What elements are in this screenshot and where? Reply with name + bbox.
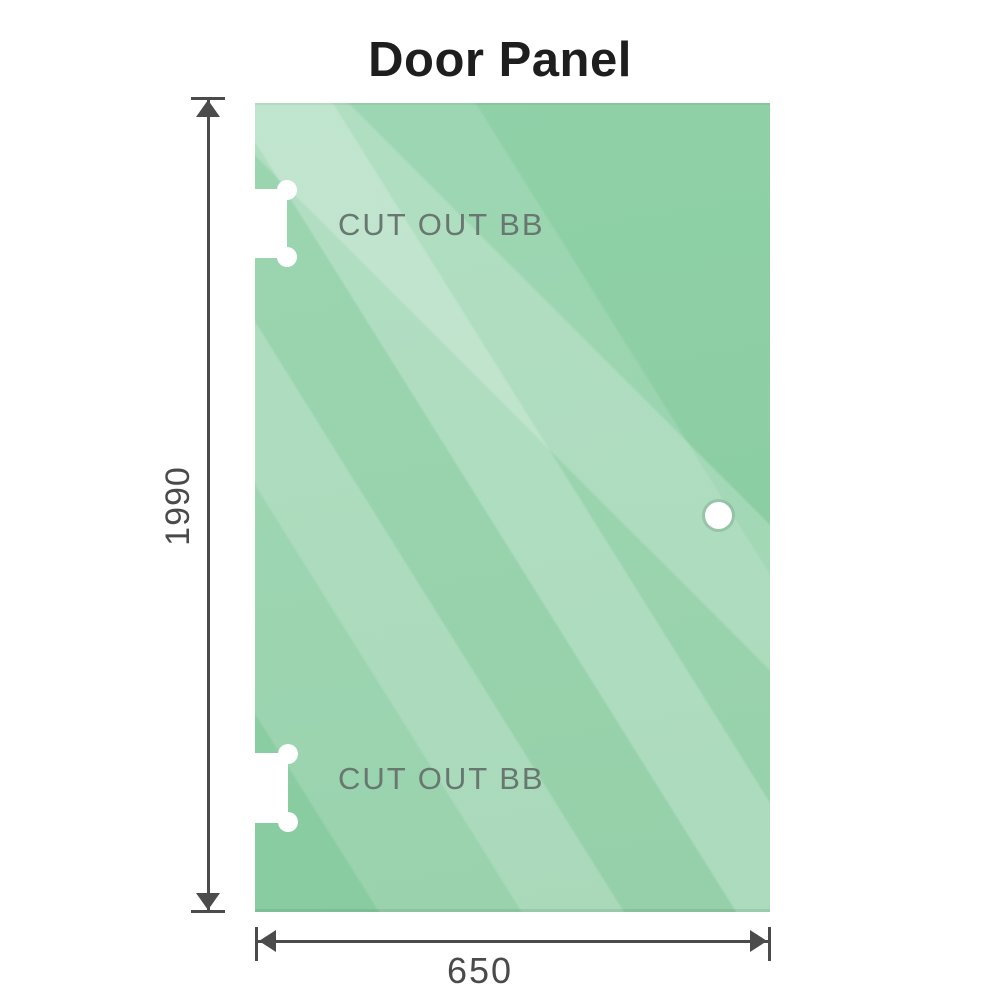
height-dimension-value: 1990 xyxy=(159,466,197,546)
height-dimension-cap-top xyxy=(191,97,225,100)
hinge-cutout-bottom-lobe xyxy=(278,812,298,832)
handle-hole xyxy=(705,502,732,529)
page-title: Door Panel xyxy=(368,33,632,87)
arrow-left-icon xyxy=(259,930,276,952)
hinge-cutout-top-lobe xyxy=(277,180,297,200)
cutout-label-top: CUT OUT BB xyxy=(338,207,545,242)
arrow-up-icon xyxy=(196,100,220,117)
width-dimension-value: 650 xyxy=(446,950,514,991)
width-dimension-tick-left xyxy=(255,927,258,961)
arrow-down-icon xyxy=(196,893,220,910)
glass-panel xyxy=(255,103,770,912)
width-dimension-tick-right xyxy=(768,927,771,961)
cutout-label-bottom: CUT OUT BB xyxy=(338,761,545,796)
height-dimension-line xyxy=(207,99,210,911)
hinge-cutout-top-lobe xyxy=(277,247,297,267)
width-dimension-line xyxy=(257,940,769,943)
height-dimension-cap-bottom xyxy=(191,910,225,913)
hinge-cutout-top xyxy=(255,189,287,258)
hinge-cutout-bottom xyxy=(255,753,288,823)
arrow-right-icon xyxy=(750,930,767,952)
hinge-cutout-bottom-lobe xyxy=(278,744,298,764)
